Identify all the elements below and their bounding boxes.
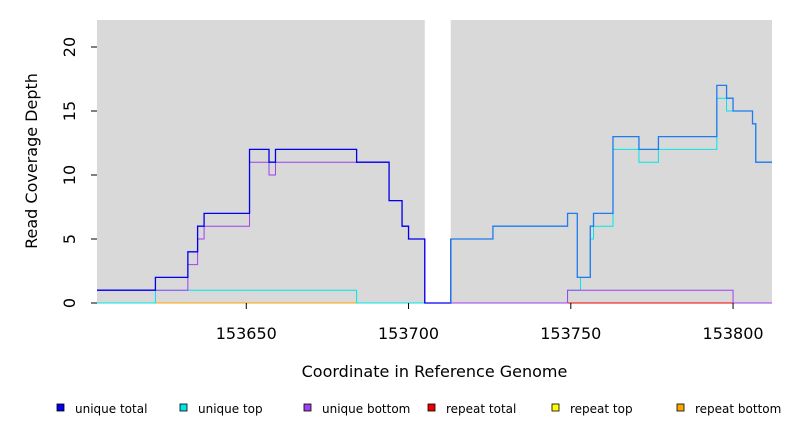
series-line-unique-total-after-gap bbox=[450, 84, 772, 303]
axis-layer: 0 5 10 15 20 153650 153700 153750 153800 bbox=[60, 37, 764, 343]
legend-label-unique-bottom: unique bottom bbox=[322, 402, 410, 416]
series-line-unique-total bbox=[97, 148, 452, 304]
legend-swatch-repeat-top bbox=[551, 403, 560, 412]
y-tick-label: 5 bbox=[60, 234, 79, 244]
series-line-unique-top bbox=[97, 97, 772, 304]
legend: unique total unique top unique bottom repea… bbox=[56, 402, 781, 416]
y-tick-label: 15 bbox=[60, 101, 79, 121]
legend-swatch-repeat-bottom bbox=[676, 403, 685, 412]
legend-swatch-repeat-total bbox=[427, 403, 436, 412]
x-axis-title: Coordinate in Reference Genome bbox=[302, 362, 568, 381]
y-tick-label: 10 bbox=[60, 165, 79, 185]
legend-label-repeat-bottom: repeat bottom bbox=[695, 402, 781, 416]
legend-label-repeat-total: repeat total bbox=[446, 402, 516, 416]
x-tick-label: 153650 bbox=[216, 324, 277, 343]
series-layer bbox=[97, 84, 772, 304]
legend-swatch-unique-bottom bbox=[303, 403, 312, 412]
y-tick-label: 0 bbox=[60, 298, 79, 308]
legend-swatch-unique-top bbox=[179, 403, 188, 412]
x-tick-label: 153750 bbox=[540, 324, 601, 343]
legend-swatch-unique-total bbox=[56, 403, 65, 412]
gap-region-layer bbox=[424, 20, 451, 303]
x-tick-label: 153800 bbox=[703, 324, 764, 343]
y-axis-title: Read Coverage Depth bbox=[22, 73, 41, 249]
legend-label-unique-total: unique total bbox=[75, 402, 147, 416]
gap-region bbox=[424, 20, 451, 303]
legend-label-unique-top: unique top bbox=[198, 402, 263, 416]
y-tick-label: 20 bbox=[60, 37, 79, 57]
x-tick-label: 153700 bbox=[378, 324, 439, 343]
legend-label-repeat-top: repeat top bbox=[570, 402, 633, 416]
